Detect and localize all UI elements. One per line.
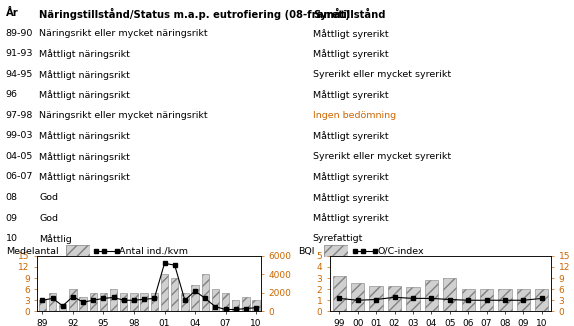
Bar bbox=[517, 289, 530, 311]
Bar bbox=[161, 274, 168, 311]
Text: 99-03: 99-03 bbox=[6, 131, 33, 141]
Text: Måttligt syrerikt: Måttligt syrerikt bbox=[313, 29, 389, 38]
Bar bbox=[253, 300, 260, 311]
Text: Måttligt näringsrikt: Måttligt näringsrikt bbox=[39, 172, 130, 182]
Bar bbox=[498, 289, 511, 311]
Bar bbox=[150, 293, 158, 311]
Text: Måttligt näringsrikt: Måttligt näringsrikt bbox=[39, 152, 130, 162]
Bar bbox=[222, 293, 229, 311]
Text: Måttligt näringsrikt: Måttligt näringsrikt bbox=[39, 49, 130, 59]
Bar bbox=[191, 286, 199, 311]
Text: Näringsrikt eller mycket näringsrikt: Näringsrikt eller mycket näringsrikt bbox=[39, 29, 208, 38]
Text: O/C-index: O/C-index bbox=[378, 246, 424, 256]
Text: 89-90: 89-90 bbox=[6, 29, 33, 38]
Bar bbox=[461, 289, 475, 311]
Text: Måttligt syrerikt: Måttligt syrerikt bbox=[313, 131, 389, 141]
Bar bbox=[425, 280, 438, 311]
Text: 04-05: 04-05 bbox=[6, 152, 33, 161]
Text: 10: 10 bbox=[6, 234, 18, 243]
Bar bbox=[100, 293, 107, 311]
Bar bbox=[370, 286, 383, 311]
Bar bbox=[232, 300, 239, 311]
FancyBboxPatch shape bbox=[324, 245, 348, 257]
Text: Antal ind./kvm: Antal ind./kvm bbox=[119, 246, 188, 256]
Bar bbox=[69, 289, 76, 311]
Bar bbox=[49, 293, 56, 311]
Bar bbox=[171, 278, 179, 311]
Text: God: God bbox=[39, 193, 58, 202]
Text: 97-98: 97-98 bbox=[6, 111, 33, 120]
Text: God: God bbox=[39, 214, 58, 223]
Text: 09: 09 bbox=[6, 214, 18, 223]
Text: 91-93: 91-93 bbox=[6, 49, 33, 58]
Bar bbox=[141, 293, 148, 311]
Bar bbox=[212, 289, 219, 311]
Bar bbox=[351, 283, 364, 311]
Bar bbox=[90, 293, 97, 311]
Text: 96: 96 bbox=[6, 90, 18, 99]
Bar bbox=[110, 289, 117, 311]
Text: Näringstillstånd/Status m.a.p. eutrofiering (08-framåt): Näringstillstånd/Status m.a.p. eutrofier… bbox=[39, 8, 350, 20]
Bar bbox=[480, 289, 493, 311]
Text: Måttligt syrerikt: Måttligt syrerikt bbox=[313, 214, 389, 223]
Bar bbox=[443, 278, 456, 311]
Text: Syrerikt eller mycket syrerikt: Syrerikt eller mycket syrerikt bbox=[313, 70, 451, 79]
Bar bbox=[59, 304, 67, 311]
Text: Syrefattigt: Syrefattigt bbox=[313, 234, 363, 243]
Bar bbox=[242, 297, 250, 311]
Bar bbox=[130, 293, 138, 311]
Text: Medelantal: Medelantal bbox=[6, 246, 59, 256]
Text: Måttligt syrerikt: Måttligt syrerikt bbox=[313, 49, 389, 59]
Text: Måttligt syrerikt: Måttligt syrerikt bbox=[313, 193, 389, 203]
Text: Måttligt näringsrikt: Måttligt näringsrikt bbox=[39, 90, 130, 100]
Text: Måttligt syrerikt: Måttligt syrerikt bbox=[313, 90, 389, 100]
Text: År: År bbox=[6, 8, 18, 18]
Text: Måttligt näringsrikt: Måttligt näringsrikt bbox=[39, 131, 130, 141]
Bar bbox=[201, 274, 209, 311]
Bar bbox=[181, 293, 188, 311]
Bar bbox=[535, 289, 549, 311]
Bar bbox=[388, 286, 401, 311]
Bar bbox=[120, 293, 127, 311]
Text: Måttlig: Måttlig bbox=[39, 234, 72, 244]
Bar bbox=[332, 276, 346, 311]
Text: 08: 08 bbox=[6, 193, 18, 202]
Text: Ingen bedömning: Ingen bedömning bbox=[313, 111, 396, 120]
FancyBboxPatch shape bbox=[66, 245, 90, 257]
Text: Näringsrikt eller mycket näringsrikt: Näringsrikt eller mycket näringsrikt bbox=[39, 111, 208, 120]
Text: 06-07: 06-07 bbox=[6, 172, 33, 182]
Bar bbox=[79, 297, 87, 311]
Text: Måttligt näringsrikt: Måttligt näringsrikt bbox=[39, 70, 130, 80]
Text: Syretillstånd: Syretillstånd bbox=[313, 8, 385, 20]
Bar bbox=[38, 300, 46, 311]
Text: Måttligt syrerikt: Måttligt syrerikt bbox=[313, 172, 389, 182]
Bar bbox=[406, 287, 420, 311]
Text: 94-95: 94-95 bbox=[6, 70, 33, 79]
Text: BQI: BQI bbox=[298, 246, 315, 256]
Text: Syrerikt eller mycket syrerikt: Syrerikt eller mycket syrerikt bbox=[313, 152, 451, 161]
